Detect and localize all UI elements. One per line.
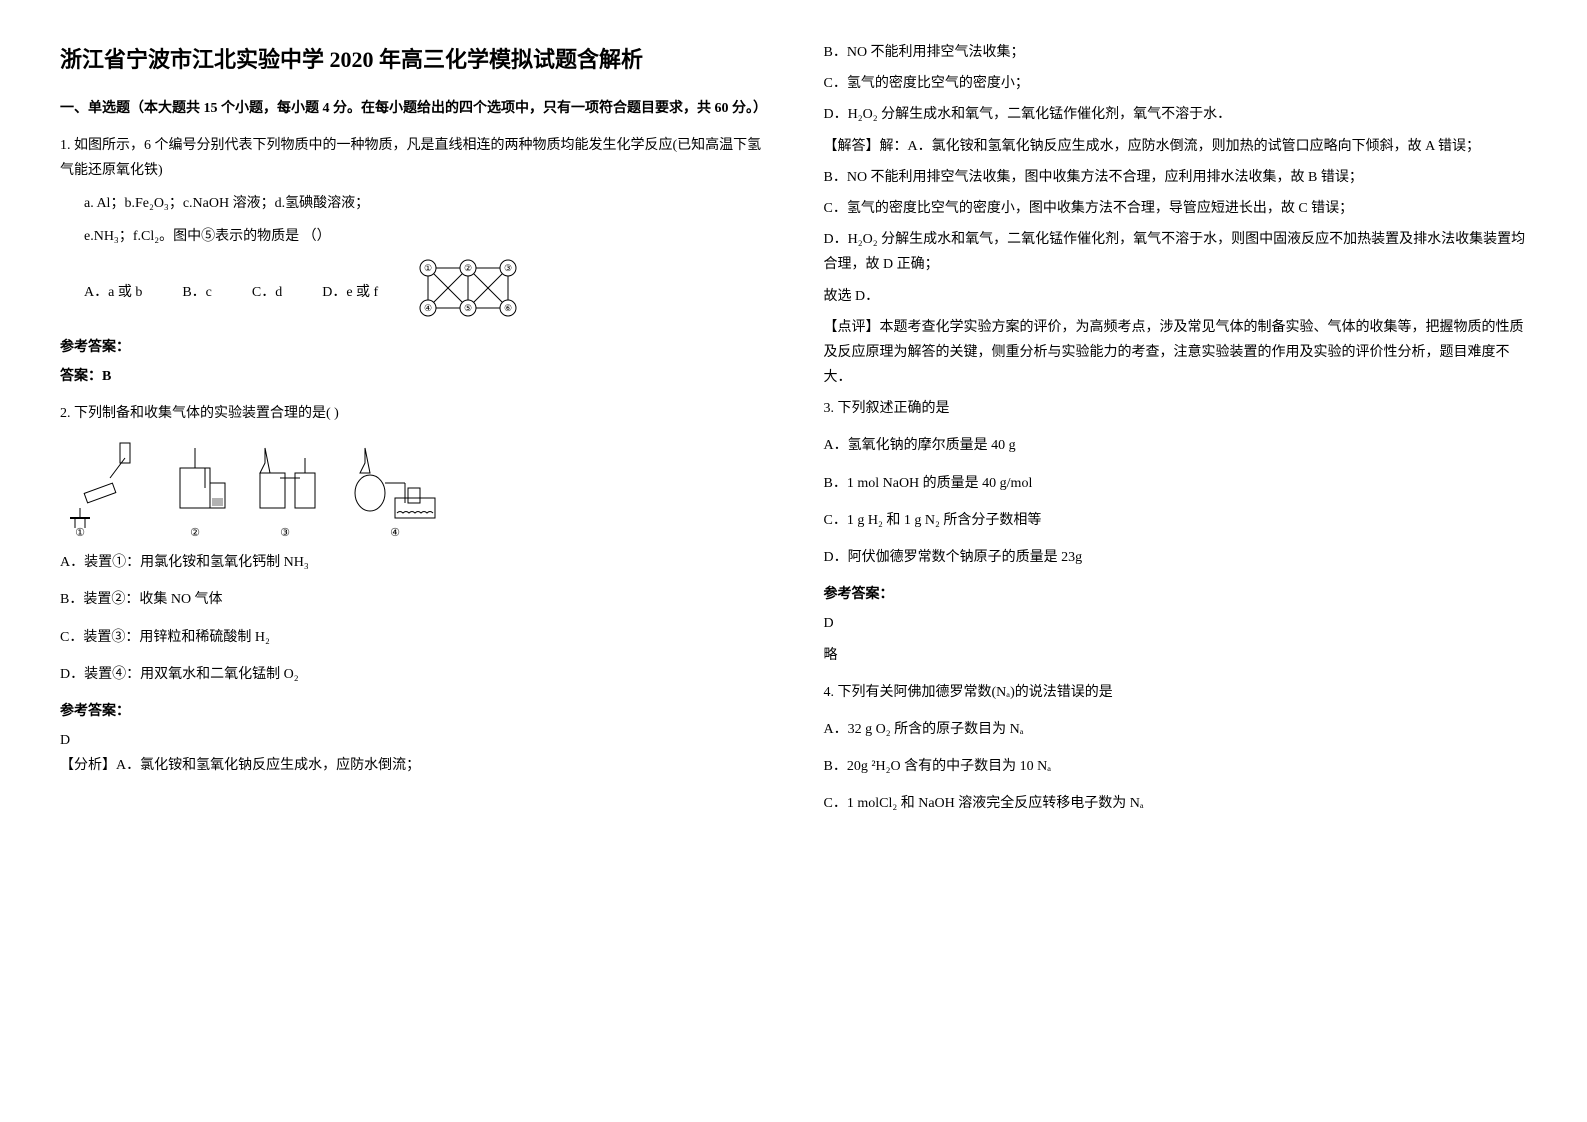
svg-text:④: ④ <box>424 303 432 313</box>
question-1: 1. 如图所示，6 个编号分别代表下列物质中的一种物质，凡是直线相连的两种物质均… <box>60 133 764 389</box>
svg-text:⑥: ⑥ <box>504 303 512 313</box>
q2-analysis-d: D．H₂O₂ 分解生成水和氧气，二氧化锰作催化剂，氧气不溶于水． <box>824 102 1528 127</box>
network-svg: ① ② ③ ④ ⑤ ⑥ <box>418 258 518 318</box>
question-2: 2. 下列制备和收集气体的实验装置合理的是( ) ① <box>60 401 764 779</box>
svg-text:④: ④ <box>390 527 400 538</box>
apparatus-2: ② <box>160 438 230 538</box>
q3-text: 3. 下列叙述正确的是 <box>824 396 1528 421</box>
svg-text:①: ① <box>424 263 432 273</box>
svg-text:②: ② <box>190 527 200 538</box>
apparatus-3: ③ <box>250 438 330 538</box>
q1-network-diagram: ① ② ③ ④ ⑤ ⑥ <box>418 258 518 327</box>
q1-option-b: B．c <box>182 280 212 305</box>
apparatus-1: ① <box>60 438 140 538</box>
q1-option-c: C．d <box>252 280 282 305</box>
svg-text:③: ③ <box>504 263 512 273</box>
q4-text: 4. 下列有关阿佛加德罗常数(Nₐ)的说法错误的是 <box>824 680 1528 705</box>
q1-answer-label: 参考答案： <box>60 335 764 360</box>
left-column: 浙江省宁波市江北实验中学 2020 年高三化学模拟试题含解析 一、单选题（本大题… <box>60 40 764 829</box>
review-label: 【点评】 <box>824 320 880 335</box>
svg-text:⑤: ⑤ <box>464 303 472 313</box>
q1-options-row: A．a 或 b B．c C．d D．e 或 f <box>84 258 764 327</box>
q1-answer: 答案：B <box>60 364 764 389</box>
q2-conclusion: 故选 D． <box>824 284 1528 309</box>
q2-analysis-b: B．NO 不能利用排空气法收集； <box>824 40 1528 65</box>
analysis-a-text: A．氯化铵和氢氧化钠反应生成水，应防水倒流； <box>116 758 420 773</box>
document-title: 浙江省宁波市江北实验中学 2020 年高三化学模拟试题含解析 <box>60 40 764 80</box>
page-container: 浙江省宁波市江北实验中学 2020 年高三化学模拟试题含解析 一、单选题（本大题… <box>60 40 1527 829</box>
q4-option-c: C．1 molCl₂ 和 NaOH 溶液完全反应转移电子数为 Nₐ <box>824 791 1528 816</box>
svg-text:③: ③ <box>280 527 290 538</box>
q3-option-c: C．1 g H₂ 和 1 g N₂ 所含分子数相等 <box>824 508 1528 533</box>
q2-text: 2. 下列制备和收集气体的实验装置合理的是( ) <box>60 401 764 426</box>
q2-analysis-c: C．氢气的密度比空气的密度小； <box>824 71 1528 96</box>
q3-option-d: D．阿伏伽德罗常数个钠原子的质量是 23g <box>824 545 1528 570</box>
q4-option-b: B．20g ²H₂O 含有的中子数目为 10 Nₐ <box>824 754 1528 779</box>
q2-solve-c: C．氢气的密度比空气的密度小，图中收集方法不合理，导管应短进长出，故 C 错误； <box>824 196 1528 221</box>
q4-option-a: A．32 g O₂ 所含的原子数目为 Nₐ <box>824 717 1528 742</box>
svg-text:②: ② <box>464 263 472 273</box>
q3-answer-label: 参考答案： <box>824 582 1528 607</box>
q2-solve-b: B．NO 不能利用排空气法收集，图中收集方法不合理，应利用排水法收集，故 B 错… <box>824 165 1528 190</box>
q2-option-b: B．装置②：收集 NO 气体 <box>60 587 764 612</box>
q2-option-c: C．装置③：用锌粒和稀硫酸制 H₂ <box>60 625 764 650</box>
q1-option-a: A．a 或 b <box>84 280 142 305</box>
q3-option-b: B．1 mol NaOH 的质量是 40 g/mol <box>824 471 1528 496</box>
q3-note: 略 <box>824 643 1528 668</box>
q2-analysis: 【分析】A．氯化铵和氢氧化钠反应生成水，应防水倒流； <box>60 753 764 778</box>
q1-text: 1. 如图所示，6 个编号分别代表下列物质中的一种物质，凡是直线相连的两种物质均… <box>60 133 764 183</box>
q2-option-a: A．装置①：用氯化铵和氢氧化钙制 NH₃ <box>60 550 764 575</box>
svg-text:①: ① <box>75 527 85 538</box>
q1-substances-2: e.NH₃；f.Cl₂。图中⑤表示的物质是 （） <box>60 224 764 249</box>
q2-option-d: D．装置④：用双氧水和二氧化锰制 O₂ <box>60 662 764 687</box>
q3-answer: D <box>824 611 1528 636</box>
section-header: 一、单选题（本大题共 15 个小题，每小题 4 分。在每小题给出的四个选项中，只… <box>60 96 764 121</box>
apparatus-4: ④ <box>350 438 440 538</box>
right-column: B．NO 不能利用排空气法收集； C．氢气的密度比空气的密度小； D．H₂O₂ … <box>824 40 1528 829</box>
solve-a-text: A．氯化铵和氢氧化钠反应生成水，应防水倒流，则加热的试管口应略向下倾斜，故 A … <box>908 139 1480 154</box>
q3-option-a: A．氢氧化钠的摩尔质量是 40 g <box>824 433 1528 458</box>
q1-substances-1: a. Al；b.Fe₂O₃；c.NaOH 溶液；d.氢碘酸溶液； <box>60 191 764 216</box>
question-4: 4. 下列有关阿佛加德罗常数(Nₐ)的说法错误的是 A．32 g O₂ 所含的原… <box>824 680 1528 817</box>
analysis-label: 【分析】 <box>60 758 116 773</box>
q1-option-d: D．e 或 f <box>322 280 378 305</box>
q2-answer: D <box>60 728 764 753</box>
apparatus-diagrams: ① ② ③ <box>60 438 764 538</box>
q2-answer-label: 参考答案： <box>60 699 764 724</box>
q2-review: 【点评】本题考查化学实验方案的评价，为高频考点，涉及常见气体的制备实验、气体的收… <box>824 315 1528 391</box>
solve-label: 【解答】解： <box>824 139 908 154</box>
q2-solve-d: D．H₂O₂ 分解生成水和氧气，二氧化锰作催化剂，氧气不溶于水，则图中固液反应不… <box>824 227 1528 277</box>
question-3: 3. 下列叙述正确的是 A．氢氧化钠的摩尔质量是 40 g B．1 mol Na… <box>824 396 1528 668</box>
review-text: 本题考查化学实验方案的评价，为高频考点，涉及常见气体的制备实验、气体的收集等，把… <box>824 320 1524 385</box>
q2-solve: 【解答】解：A．氯化铵和氢氧化钠反应生成水，应防水倒流，则加热的试管口应略向下倾… <box>824 134 1528 159</box>
